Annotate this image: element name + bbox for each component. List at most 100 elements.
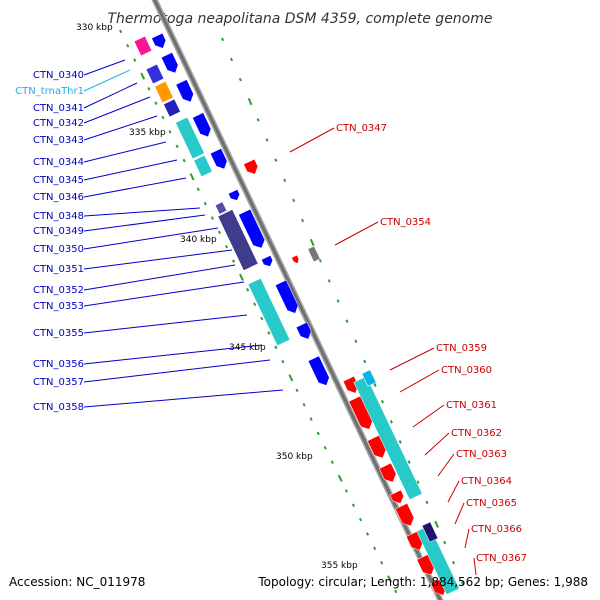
leader-line [289, 127, 335, 153]
reverse-strand-gene [261, 255, 274, 267]
leader-line [83, 389, 284, 408]
forward-strand-gene [291, 254, 300, 264]
gc-track-tick [344, 489, 348, 493]
gc-track-tick [398, 440, 402, 444]
gc-track-tick [203, 201, 207, 206]
gc-track-tick [147, 87, 151, 91]
gc-track-tick [407, 460, 411, 464]
gc-track-tick [336, 299, 340, 303]
gc-track-tick [345, 319, 349, 323]
trna-gene [361, 369, 377, 387]
gc-track-tick [283, 178, 287, 183]
gc-track-tick [238, 77, 242, 82]
gc-track-tick [434, 520, 439, 528]
gc-track-tick [210, 216, 214, 220]
gene-label-left: CTN_0346 [33, 192, 84, 203]
gene-label-left: CTN_0356 [33, 359, 84, 370]
reverse-strand-gene [192, 112, 212, 138]
topology-text: Topology: circular; Length: 1,884,562 bp… [257, 575, 588, 589]
gc-track-tick [316, 431, 320, 436]
gc-track-tick [354, 339, 358, 344]
gc-track-tick [380, 399, 384, 404]
gc-track-tick [265, 138, 269, 142]
cog-colored-gene [154, 80, 174, 104]
gc-track-tick [168, 130, 172, 134]
cog-colored-gene [145, 63, 165, 85]
gc-track-tick [274, 158, 278, 162]
gene-label-left: CTN_0352 [33, 285, 84, 296]
gc-track-tick [231, 259, 236, 263]
gc-track-tick [351, 503, 356, 508]
gene-label-left: CTN_0353 [33, 301, 84, 312]
gc-track-tick [380, 560, 384, 565]
gene-label-left: CTN_0357 [33, 377, 84, 388]
cog-colored-gene [193, 154, 213, 178]
leader-line [83, 177, 187, 198]
leader-line [83, 82, 138, 109]
kbp-tick-label: 330 kbp [76, 23, 113, 33]
gc-track-tick [161, 115, 165, 120]
gc-track-tick [387, 575, 393, 583]
leader-line [437, 453, 455, 477]
reverse-strand-gene [274, 279, 299, 314]
gc-track-tick [267, 331, 271, 335]
leader-line [83, 159, 178, 181]
gc-track-tick [309, 417, 313, 421]
leader-line [83, 141, 167, 163]
gc-track-tick [154, 101, 158, 105]
leader-line [464, 528, 470, 549]
cog-colored-gene [247, 277, 291, 347]
gc-track-tick [330, 460, 334, 464]
gc-track-tick [140, 72, 146, 80]
gene-label-right: CTN_0360 [441, 365, 492, 376]
gc-track-tick [189, 173, 195, 181]
reverse-strand-gene [151, 32, 167, 49]
gene-label-right: CTN_0363 [456, 449, 507, 460]
gc-track-tick [318, 258, 322, 263]
gc-track-tick [175, 144, 179, 149]
gc-track-tick [425, 500, 429, 505]
gc-track-tick [363, 359, 367, 364]
gene-label-right: CTN_0365 [466, 498, 517, 509]
gene-label-left: CTN_0355 [33, 328, 84, 339]
gene-label-left: CTN_0351 [33, 264, 84, 275]
leader-line [454, 502, 465, 525]
cog-colored-gene [416, 525, 460, 595]
gene-label-left: CTN_0343 [33, 135, 84, 146]
gc-track-tick [281, 359, 285, 364]
cog-colored-gene [217, 209, 259, 271]
leader-line [83, 207, 201, 217]
gene-label-left: CTN_0349 [33, 226, 84, 237]
cog-colored-gene [163, 98, 181, 118]
accession-text: Accession: NC_011978 [9, 575, 145, 589]
gene-label-right: CTN_0361 [446, 400, 497, 411]
gene-label-right: CTN_0354 [380, 217, 431, 228]
gene-label-left: CTN_0341 [33, 103, 84, 114]
leader-line [412, 404, 445, 428]
gene-label-left: CTN_0342 [33, 118, 84, 129]
map-labels-layer: CTN_0340 CTN_trnaThr1 CTN_0341 CTN_0342 CTN_… [15, 59, 527, 576]
gc-track-tick [366, 532, 370, 536]
reverse-strand-gene [307, 355, 330, 386]
gc-track-tick [301, 218, 305, 223]
gc-track-tick [224, 244, 229, 249]
gc-track-tick [302, 402, 306, 407]
leader-line [334, 221, 379, 246]
forward-strand-gene [395, 502, 415, 527]
gc-track-tick [239, 273, 244, 281]
misc-feature [307, 245, 321, 263]
gene-label-left: CTN_0350 [33, 244, 84, 255]
reverse-strand-gene [295, 321, 312, 340]
leader-line [83, 249, 233, 270]
gene-label-right: CTN_0359 [436, 343, 487, 354]
gc-track-tick [288, 374, 294, 382]
gc-track-tick [247, 97, 253, 106]
gene-label-right: CTN_0367 [476, 553, 527, 564]
leader-line [389, 347, 435, 371]
gc-track-tick [274, 345, 278, 350]
gc-track-tick [394, 589, 398, 594]
gc-track-tick [253, 302, 257, 306]
gene-label-left: CTN_0358 [33, 402, 84, 413]
gene-label-left: CTN_trnaThr1 [15, 86, 84, 97]
